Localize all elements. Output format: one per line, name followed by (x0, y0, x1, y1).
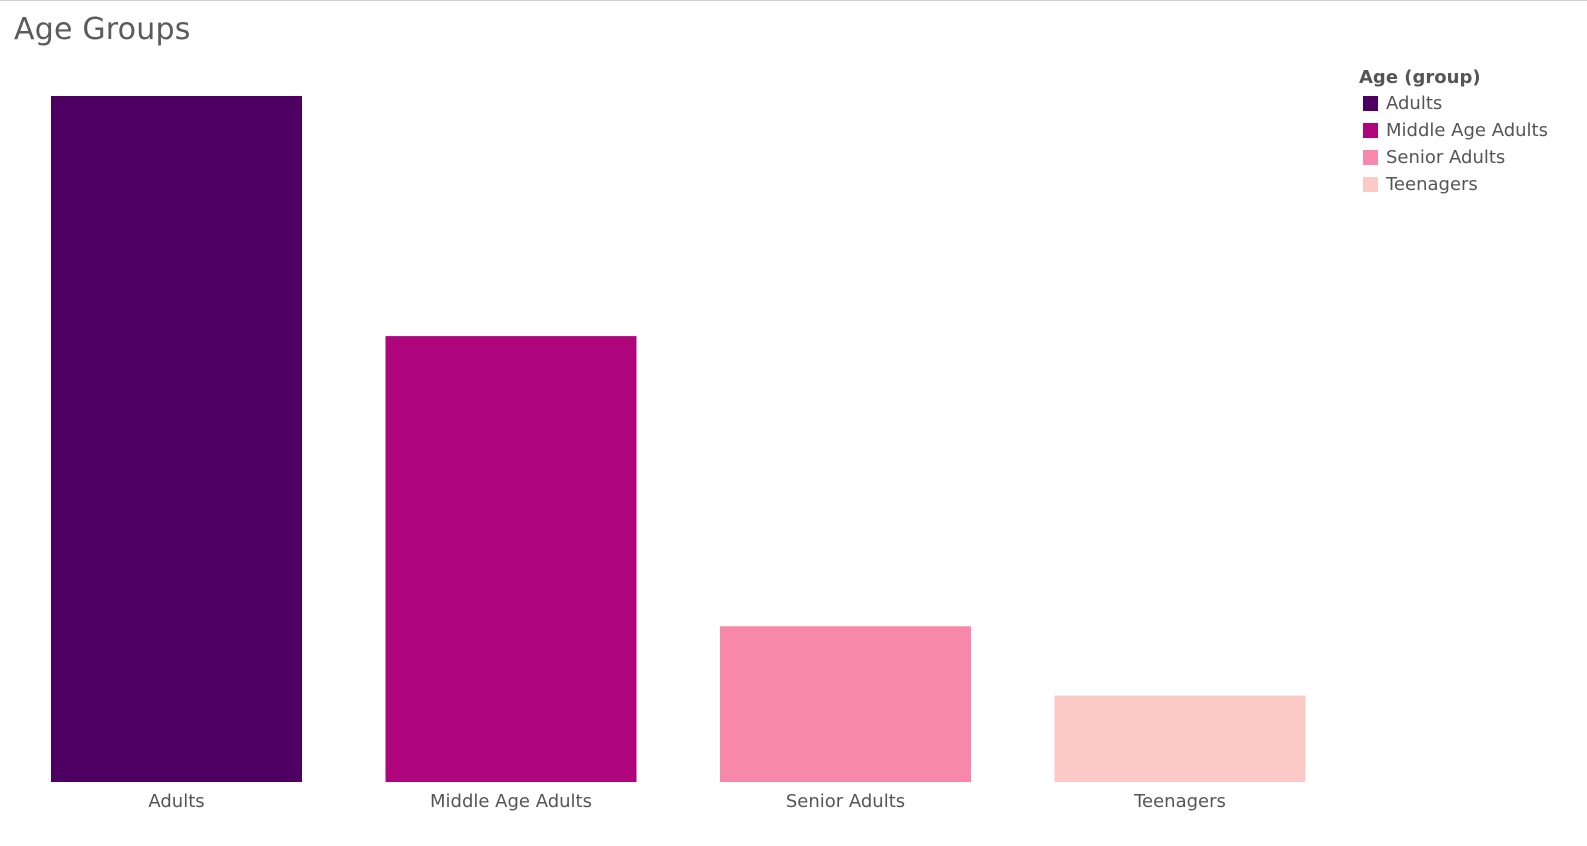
legend-title: Age (group) (1359, 67, 1481, 88)
x-tick-label-middle-age-adults: Middle Age Adults (430, 791, 592, 812)
bars-group (51, 96, 1306, 782)
legend-label: Teenagers (1386, 174, 1478, 195)
legend: Age (group) Adults Middle Age Adults Sen… (1359, 66, 1579, 198)
legend-swatch (1363, 150, 1378, 165)
legend-label: Adults (1386, 93, 1443, 114)
legend-swatch (1363, 177, 1378, 192)
x-tick-label-adults: Adults (148, 791, 204, 812)
x-tick-label-senior-adults: Senior Adults (786, 791, 905, 812)
legend-swatch (1363, 96, 1378, 111)
legend-item-senior-adults[interactable]: Senior Adults (1359, 144, 1579, 171)
legend-swatch (1363, 123, 1378, 138)
top-border (0, 0, 1587, 1)
bar-teenagers[interactable] (1054, 695, 1306, 782)
legend-label: Middle Age Adults (1386, 120, 1548, 141)
bar-middle-age-adults[interactable] (385, 336, 637, 782)
x-axis-labels: Adults Middle Age Adults Senior Adults Teen… (148, 791, 1226, 812)
legend-item-adults[interactable]: Adults (1359, 90, 1579, 117)
legend-label: Senior Adults (1386, 147, 1506, 168)
legend-item-teenagers[interactable]: Teenagers (1359, 171, 1579, 198)
bar-chart: Adults Middle Age Adults Senior Adults Teen… (51, 96, 1306, 812)
legend-item-middle-age-adults[interactable]: Middle Age Adults (1359, 117, 1579, 144)
chart-title: Age Groups (14, 12, 191, 47)
bar-senior-adults[interactable] (720, 626, 971, 782)
x-tick-label-teenagers: Teenagers (1133, 791, 1226, 812)
bar-adults[interactable] (51, 96, 302, 782)
